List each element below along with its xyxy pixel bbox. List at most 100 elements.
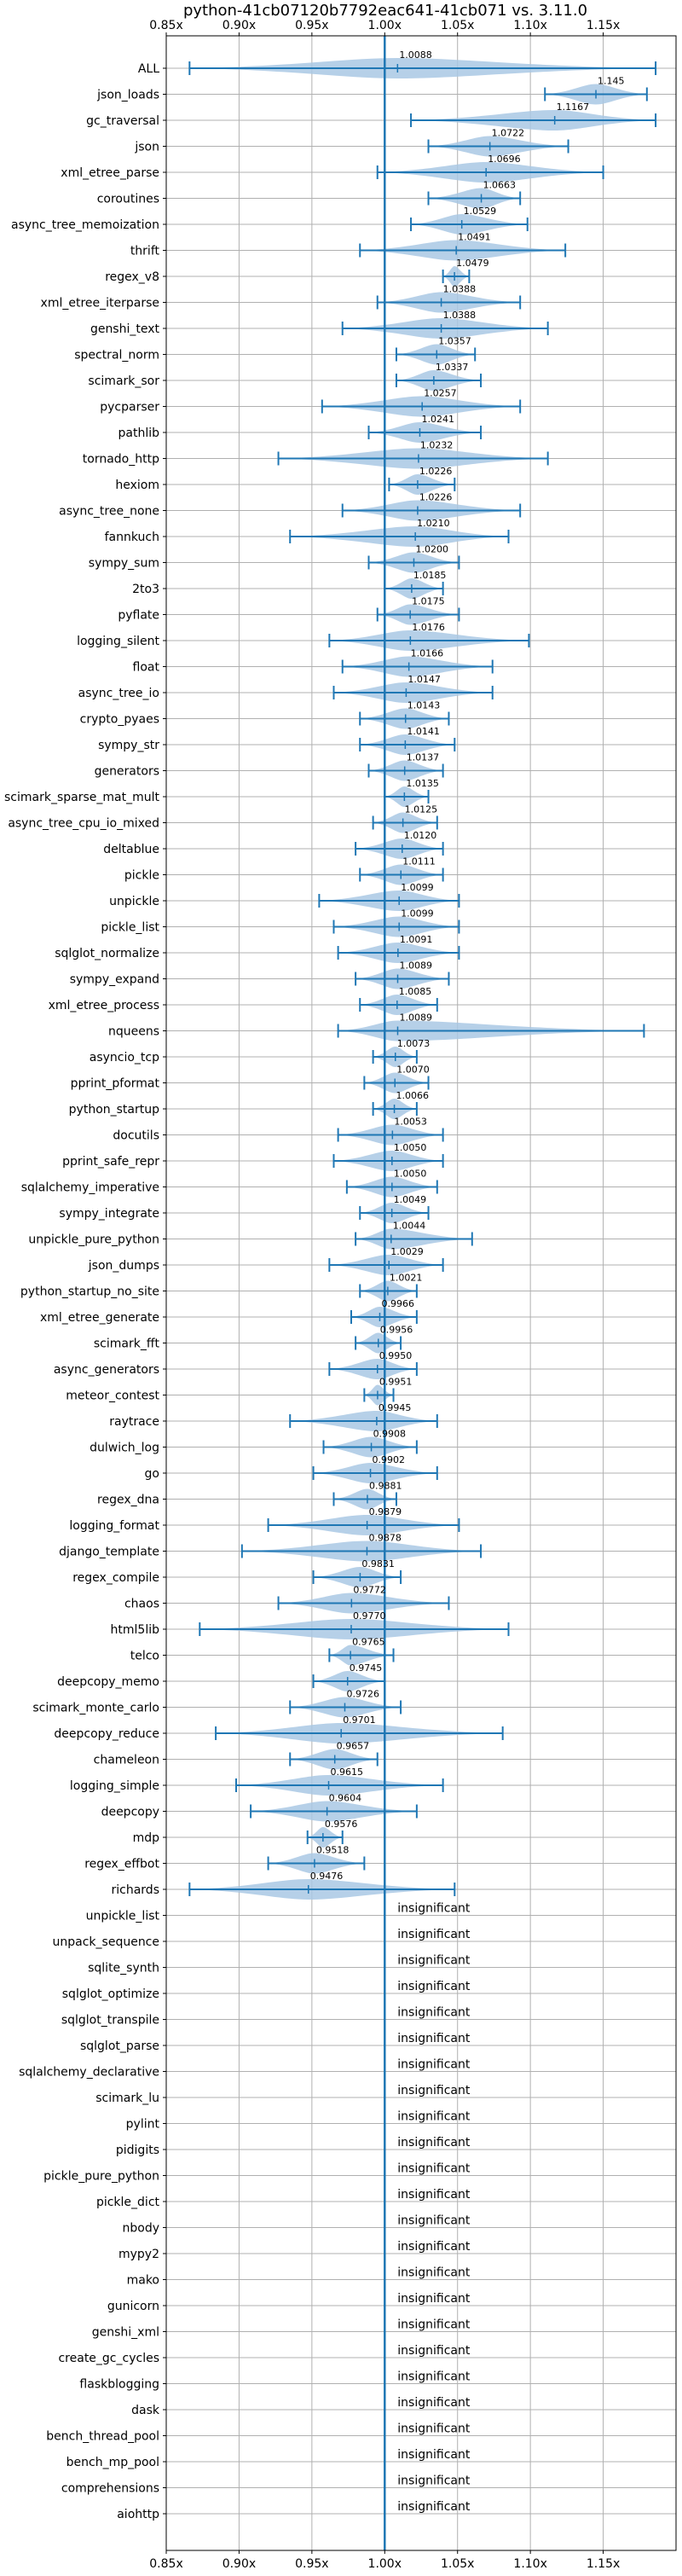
value-label: 0.9657 — [337, 1741, 370, 1752]
benchmark-label: unpack_sequence — [53, 1935, 159, 1949]
value-label: 1.0053 — [394, 1117, 427, 1128]
benchmark-label: pickle — [124, 869, 159, 883]
x-tick-label-top: 1.10x — [513, 19, 546, 32]
value-label: 0.9576 — [325, 1819, 358, 1830]
benchmark-label: mdp — [133, 1831, 160, 1845]
benchmark-label: scimark_fft — [94, 1337, 160, 1351]
chart-title: python-41cb07120b7792eac641-41cb071 vs. … — [183, 2, 587, 20]
value-label: 1.0491 — [458, 232, 491, 243]
value-label: 1.0120 — [404, 830, 437, 841]
benchmark-label: deepcopy_memo — [57, 1675, 159, 1689]
value-label: 1.0049 — [394, 1194, 427, 1205]
value-label: 1.0147 — [407, 674, 441, 685]
benchmark-label: generators — [95, 765, 159, 779]
x-tick-label-top: 0.85x — [149, 19, 182, 32]
value-label: 1.0085 — [399, 986, 432, 997]
benchmark-label: pylint — [126, 2118, 160, 2132]
value-label: 1.0257 — [424, 388, 457, 399]
x-tick-label-bottom: 1.10x — [513, 2557, 546, 2571]
benchmark-label: logging_simple — [70, 1779, 159, 1793]
x-tick-label-top: 1.15x — [587, 19, 620, 32]
value-label: 1.0143 — [407, 700, 440, 711]
benchmark-label: genshi_xml — [92, 2326, 159, 2340]
value-label: 1.0125 — [405, 804, 437, 815]
value-label: 1.0185 — [413, 570, 447, 581]
benchmark-label: chameleon — [94, 1754, 159, 1767]
benchmark-label: xml_etree_generate — [40, 1311, 159, 1325]
value-label: 1.0175 — [412, 596, 444, 607]
value-label: 0.9879 — [369, 1506, 402, 1517]
benchmark-label: async_tree_cpu_io_mixed — [8, 817, 159, 831]
benchmark-label: docutils — [113, 1129, 159, 1143]
benchmark-label: xml_etree_iterparse — [41, 297, 159, 310]
benchmark-label: pickle_pure_python — [43, 2170, 159, 2184]
value-label: 1.0073 — [397, 1038, 431, 1049]
value-label: 1.0066 — [396, 1090, 430, 1101]
insignificant-label: insignificant — [397, 2474, 471, 2488]
value-label: 1.0166 — [411, 648, 444, 659]
value-label: 1.0357 — [438, 336, 471, 347]
value-label: 1.0021 — [390, 1273, 423, 1284]
benchmark-label: python_startup — [69, 1103, 159, 1117]
value-label: 0.9950 — [379, 1350, 413, 1361]
benchmark-label: pprint_pformat — [71, 1077, 160, 1091]
benchmark-label: nbody — [123, 2222, 160, 2236]
benchmark-label: aiohttp — [117, 2508, 159, 2521]
value-label: 1.0529 — [464, 206, 497, 217]
value-label: 0.9951 — [379, 1377, 413, 1388]
benchmark-label: xml_etree_process — [49, 999, 159, 1012]
value-label: 0.9726 — [346, 1689, 379, 1700]
value-label: 1.0029 — [390, 1246, 424, 1257]
value-label: 0.9765 — [352, 1637, 385, 1648]
benchmark-label: pathlib — [118, 426, 160, 440]
value-label: 0.9476 — [310, 1871, 344, 1882]
benchmark-label: genshi_text — [90, 322, 160, 336]
benchmark-label: raytrace — [109, 1415, 159, 1429]
benchmark-label: async_tree_memoization — [11, 218, 159, 232]
insignificant-label: insignificant — [397, 2162, 471, 2176]
value-label: 1.1167 — [557, 102, 590, 113]
value-label: 0.9701 — [343, 1714, 376, 1726]
value-label: 1.0479 — [456, 258, 489, 269]
value-label: 1.0210 — [417, 518, 450, 529]
benchmark-label: sqlglot_optimize — [62, 1987, 159, 2001]
insignificant-label: insignificant — [397, 2422, 471, 2436]
value-label: 1.145 — [598, 76, 625, 87]
x-tick-label-bottom: 1.00x — [368, 2557, 402, 2571]
benchmark-label: 2to3 — [132, 583, 159, 596]
x-tick-label-bottom: 1.15x — [587, 2557, 620, 2571]
insignificant-label: insignificant — [397, 2240, 471, 2254]
benchmark-label: scimark_sor — [88, 374, 159, 388]
value-label: 0.9772 — [353, 1585, 386, 1596]
insignificant-label: insignificant — [397, 1954, 471, 1968]
benchmark-label: django_template — [59, 1546, 159, 1559]
value-label: 1.0176 — [412, 622, 445, 633]
value-label: 1.0099 — [401, 882, 434, 893]
insignificant-label: insignificant — [397, 1980, 471, 1993]
benchmark-label: sqlalchemy_declarative — [19, 2066, 159, 2080]
value-label: 0.9966 — [381, 1298, 414, 1309]
value-label: 1.0044 — [393, 1221, 426, 1232]
benchmark-label: pickle_dict — [96, 2196, 160, 2209]
value-label: 1.0089 — [399, 1012, 432, 1024]
benchmark-label: logging_silent — [77, 635, 159, 648]
value-label: 1.0137 — [407, 752, 439, 763]
benchmark-label: sympy_str — [98, 739, 159, 752]
benchmark-label: python_startup_no_site — [20, 1285, 159, 1299]
benchmark-label: sympy_sum — [89, 557, 159, 571]
value-label: 1.0089 — [399, 960, 432, 972]
value-label: 1.0050 — [394, 1142, 427, 1153]
x-tick-label-top: 0.95x — [295, 19, 328, 32]
value-label: 0.9615 — [331, 1767, 364, 1778]
insignificant-label: insignificant — [397, 2448, 471, 2462]
value-label: 1.0696 — [488, 154, 521, 165]
value-label: 1.0226 — [419, 466, 453, 477]
benchmark-label: scimark_monte_carlo — [32, 1702, 159, 1715]
benchmark-label: bench_thread_pool — [46, 2430, 159, 2444]
benchmark-label: pidigits — [116, 2144, 159, 2157]
benchmark-label: hexiom — [115, 479, 159, 492]
x-tick-label-top: 0.90x — [223, 19, 256, 32]
benchmark-label: async_generators — [54, 1363, 159, 1377]
benchmark-label: unpickle_list — [86, 1910, 160, 1923]
value-label: 0.9770 — [353, 1610, 386, 1622]
